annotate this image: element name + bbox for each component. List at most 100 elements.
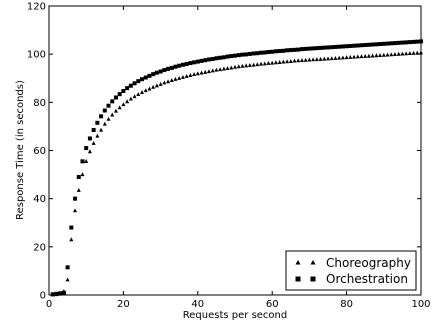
orchestration-point — [378, 42, 383, 47]
orchestration-point — [311, 46, 316, 51]
choreography-point — [299, 58, 304, 63]
choreography-point — [113, 108, 118, 113]
orchestration-point — [136, 79, 141, 84]
orchestration-point — [58, 291, 63, 296]
legend-label-choreography: Choreography — [326, 256, 411, 270]
choreography-point — [255, 62, 260, 67]
orchestration-point — [396, 40, 401, 45]
orchestration-point — [188, 61, 193, 66]
choreography-point — [348, 54, 353, 59]
y-tick-label: 60 — [33, 146, 46, 157]
choreography-point — [303, 57, 308, 62]
choreography-point — [110, 112, 115, 117]
choreography-point — [366, 53, 371, 58]
legend-entry-choreography: Choreography — [295, 256, 411, 270]
choreography-point — [273, 60, 278, 65]
choreography-point — [140, 90, 144, 95]
choreography-point — [206, 69, 211, 74]
orchestration-point — [340, 44, 345, 49]
choreography-point — [389, 52, 394, 57]
orchestration-point — [288, 48, 293, 53]
choreography-point — [169, 78, 174, 83]
legend-entry-orchestration: Orchestration — [295, 272, 408, 286]
orchestration-point — [117, 92, 122, 97]
orchestration-point — [333, 44, 338, 49]
choreography-point — [218, 67, 223, 72]
choreography-point — [296, 58, 301, 63]
orchestration-point — [322, 45, 327, 50]
orchestration-point — [344, 44, 349, 49]
series-orchestration — [50, 39, 423, 297]
choreography-point — [344, 55, 349, 60]
orchestration-point — [415, 39, 420, 44]
x-tick-label: 100 — [411, 299, 430, 310]
x-tick-label: 60 — [266, 299, 279, 310]
choreography-point — [151, 84, 156, 89]
choreography-point — [251, 62, 256, 67]
orchestration-point — [218, 55, 223, 60]
choreography-point — [233, 64, 237, 69]
legend-box — [285, 250, 417, 291]
orchestration-point — [147, 73, 152, 78]
orchestration-point — [84, 146, 89, 151]
choreography-point — [125, 99, 130, 104]
choreography-point — [221, 66, 226, 71]
choreography-point — [270, 60, 275, 65]
orchestration-point — [352, 43, 357, 48]
legend: Choreography Orchestration — [285, 250, 417, 291]
orchestration-point — [177, 63, 182, 68]
choreography-point — [203, 69, 208, 74]
orchestration-point — [169, 65, 174, 70]
choreography-point — [262, 61, 267, 66]
orchestration-point — [225, 54, 230, 59]
orchestration-point — [140, 77, 144, 82]
choreography-point — [154, 83, 159, 88]
orchestration-point — [307, 46, 312, 51]
orchestration-point — [247, 51, 252, 56]
orchestration-point — [102, 108, 107, 113]
choreography-point — [244, 63, 249, 68]
orchestration-point — [296, 47, 301, 52]
choreography-point — [311, 57, 316, 62]
orchestration-point — [229, 54, 234, 59]
legend-label-orchestration: Orchestration — [326, 272, 408, 286]
orchestration-point — [106, 103, 111, 108]
orchestration-point — [385, 41, 390, 46]
orchestration-point — [404, 40, 409, 45]
orchestration-point — [166, 66, 171, 71]
choreography-point — [162, 80, 167, 85]
choreography-point — [352, 54, 357, 59]
choreography-point — [143, 88, 148, 93]
choreography-point — [192, 72, 197, 76]
choreography-point — [91, 140, 96, 145]
orchestration-point — [151, 72, 156, 77]
choreography-point — [378, 53, 383, 57]
orchestration-point — [411, 39, 416, 44]
orchestration-point — [233, 53, 237, 58]
orchestration-point — [121, 89, 126, 94]
orchestration-point — [314, 46, 319, 51]
choreography-point — [225, 66, 230, 70]
orchestration-point — [326, 45, 330, 50]
orchestration-point — [381, 41, 386, 46]
choreography-point — [166, 79, 171, 84]
choreography-point — [214, 67, 219, 72]
choreography-point — [333, 55, 338, 60]
choreography-point — [411, 50, 416, 55]
x-tick-label: 0 — [46, 299, 52, 310]
choreography-point — [400, 51, 405, 56]
orchestration-point — [180, 62, 185, 67]
orchestration-point — [154, 70, 159, 75]
orchestration-point — [240, 52, 245, 57]
choreography-point — [69, 237, 74, 242]
orchestration-point — [270, 49, 275, 54]
y-tick-label: 40 — [33, 194, 46, 205]
orchestration-point — [359, 43, 364, 48]
orchestration-point — [80, 159, 85, 164]
choreography-point — [102, 121, 107, 126]
choreography-point — [210, 68, 215, 73]
choreography-point — [240, 63, 245, 68]
orchestration-point — [337, 44, 342, 49]
choreography-point — [314, 57, 319, 62]
orchestration-point — [113, 95, 118, 100]
